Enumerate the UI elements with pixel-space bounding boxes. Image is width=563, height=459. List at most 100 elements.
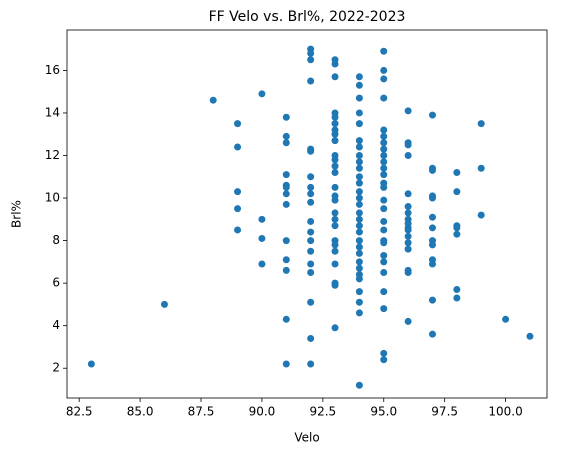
- point: [234, 120, 242, 128]
- point: [307, 217, 315, 225]
- point: [428, 260, 436, 268]
- y-tick-label: 6: [52, 276, 60, 290]
- point: [331, 247, 339, 255]
- x-tick-label: 95.0: [370, 405, 397, 419]
- point: [331, 209, 339, 217]
- y-axis-label: Brl%: [10, 200, 24, 228]
- point: [453, 294, 461, 302]
- point: [355, 120, 363, 128]
- point: [404, 152, 412, 160]
- point: [355, 215, 363, 223]
- point: [282, 237, 290, 245]
- point: [428, 213, 436, 221]
- point: [355, 228, 363, 236]
- point: [355, 143, 363, 151]
- point: [428, 166, 436, 174]
- point: [258, 215, 266, 223]
- point: [331, 169, 339, 177]
- point: [355, 152, 363, 160]
- point: [282, 132, 290, 140]
- point: [428, 241, 436, 249]
- point: [331, 215, 339, 223]
- point: [258, 234, 266, 242]
- point: [355, 222, 363, 230]
- point: [404, 232, 412, 240]
- point: [355, 137, 363, 145]
- point: [331, 162, 339, 170]
- point: [331, 60, 339, 68]
- point: [355, 194, 363, 202]
- point: [307, 298, 315, 306]
- point: [502, 315, 510, 323]
- point: [331, 281, 339, 289]
- y-tick-label: 12: [45, 148, 60, 162]
- point: [355, 288, 363, 296]
- y-tick-label: 16: [45, 63, 60, 77]
- point: [307, 247, 315, 255]
- point: [380, 145, 388, 153]
- point: [380, 164, 388, 172]
- point: [380, 171, 388, 179]
- point: [404, 141, 412, 149]
- point: [282, 183, 290, 191]
- point: [380, 258, 388, 266]
- point: [331, 260, 339, 268]
- point: [380, 288, 388, 296]
- point: [380, 66, 388, 74]
- point: [477, 120, 485, 128]
- point: [380, 239, 388, 247]
- point: [307, 237, 315, 245]
- point: [355, 243, 363, 251]
- y-tick-label: 8: [52, 233, 60, 247]
- point: [307, 56, 315, 64]
- point: [355, 179, 363, 187]
- point: [282, 190, 290, 198]
- y-tick-label: 4: [52, 318, 60, 332]
- point: [380, 356, 388, 364]
- point: [355, 264, 363, 272]
- point: [380, 158, 388, 166]
- point: [355, 209, 363, 217]
- point: [307, 190, 315, 198]
- point: [380, 75, 388, 83]
- point: [282, 266, 290, 274]
- point: [331, 120, 339, 128]
- point: [404, 203, 412, 211]
- point: [526, 332, 534, 340]
- point: [209, 96, 217, 104]
- point: [331, 196, 339, 204]
- point: [380, 349, 388, 357]
- point: [282, 113, 290, 121]
- point: [355, 109, 363, 117]
- point: [428, 224, 436, 232]
- point: [355, 298, 363, 306]
- point: [282, 256, 290, 264]
- point: [307, 228, 315, 236]
- point: [380, 126, 388, 134]
- x-tick-label: 97.5: [431, 405, 458, 419]
- point: [307, 360, 315, 368]
- point: [380, 305, 388, 313]
- point: [355, 249, 363, 257]
- point: [282, 360, 290, 368]
- point: [380, 152, 388, 160]
- x-tick-label: 82.5: [66, 405, 93, 419]
- y-tick-label: 2: [52, 361, 60, 375]
- point: [258, 260, 266, 268]
- point: [380, 217, 388, 225]
- point: [234, 143, 242, 151]
- point: [404, 190, 412, 198]
- plot-frame: [66, 29, 548, 399]
- point: [380, 183, 388, 191]
- point: [355, 237, 363, 245]
- point: [160, 300, 168, 308]
- point: [355, 81, 363, 89]
- point: [404, 268, 412, 276]
- point: [428, 296, 436, 304]
- point: [331, 241, 339, 249]
- x-tick-label: 90.0: [249, 405, 276, 419]
- point: [331, 324, 339, 332]
- point: [404, 245, 412, 253]
- point: [234, 188, 242, 196]
